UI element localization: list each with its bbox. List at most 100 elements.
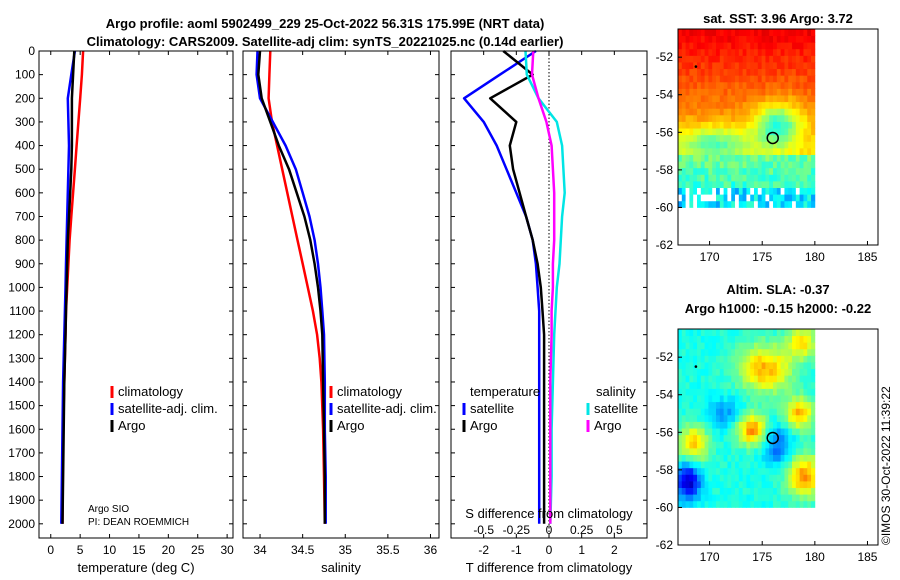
map-cell [735, 62, 740, 70]
map-cell [700, 434, 706, 442]
map-cell [738, 55, 744, 63]
map-cell [769, 108, 774, 116]
map-cell [769, 48, 774, 56]
map-cell [719, 167, 725, 175]
map-cell [784, 134, 789, 142]
map-cell [807, 348, 812, 356]
legend-title-salinity: salinity [596, 384, 636, 399]
map-cell [784, 348, 789, 356]
map-cell [742, 68, 747, 76]
map-cell [803, 329, 808, 337]
map-cell [792, 81, 797, 89]
map-cell [811, 368, 816, 376]
depth-tick-label: 500 [15, 162, 35, 176]
map-cell [784, 187, 789, 195]
map-cell [678, 414, 683, 422]
map-cell [788, 355, 793, 363]
map-cell [685, 401, 690, 409]
map-cell [750, 48, 755, 56]
map-cell [723, 75, 728, 83]
map-cell [803, 421, 808, 429]
map-cell [712, 494, 717, 502]
map-cell [776, 355, 782, 363]
map-cell [716, 42, 721, 50]
map-cell [792, 35, 797, 43]
map-cell [723, 154, 728, 162]
map-cell [746, 181, 751, 189]
map-cell [769, 481, 774, 489]
map-cell [795, 161, 801, 169]
map-cell [689, 29, 694, 37]
map-cell [807, 101, 812, 109]
map-cell [776, 454, 782, 462]
map-cell [712, 421, 717, 429]
map-cell [681, 395, 686, 403]
map-cell [708, 75, 713, 83]
map-cell [746, 62, 751, 70]
map-cell [807, 108, 812, 116]
map-cell [716, 174, 721, 182]
map-cell [712, 454, 717, 462]
map-cell [697, 348, 702, 356]
x-tick-label: -1 [511, 543, 522, 557]
map-cell [807, 174, 812, 182]
sst-small-marker [694, 65, 698, 68]
map-cell [807, 454, 812, 462]
map-cell [750, 147, 755, 155]
map-cell [773, 181, 778, 189]
map-cell [697, 174, 702, 182]
map-cell [704, 381, 709, 389]
map-cell [773, 167, 778, 175]
map-cell [700, 421, 706, 429]
map-cell [704, 335, 709, 343]
map-cell [807, 114, 812, 122]
map-cell [761, 434, 766, 442]
longitude-tick-label: 170 [700, 550, 720, 564]
map-cell [689, 114, 694, 122]
map-cell [689, 461, 694, 469]
map-cell [719, 88, 725, 96]
map-cell [799, 441, 804, 449]
map-cell [757, 494, 763, 502]
map-cell [757, 408, 763, 416]
difference-xlabel: T difference from climatology [466, 560, 633, 575]
map-cell [765, 121, 770, 129]
map-cell [811, 134, 816, 142]
map-cell [685, 181, 690, 189]
map-cell [723, 35, 728, 43]
map-cell [697, 487, 702, 495]
map-cell [780, 342, 785, 350]
map-cell [697, 161, 702, 169]
map-cell [757, 368, 763, 376]
map-cell [712, 375, 717, 383]
map-cell [719, 461, 725, 469]
map-cell [765, 329, 770, 337]
map-cell [731, 95, 736, 103]
map-cell [784, 141, 789, 149]
map-cell [697, 414, 702, 422]
legend-label-t-argo: Argo [470, 418, 497, 433]
map-cell [773, 121, 778, 129]
map-cell [727, 362, 732, 370]
map-cell [776, 408, 782, 416]
map-cell [700, 68, 706, 76]
map-cell [697, 121, 702, 129]
map-cell [689, 487, 694, 495]
map-cell [746, 434, 751, 442]
map-cell [712, 174, 717, 182]
map-cell [738, 134, 744, 142]
map-cell [761, 428, 766, 436]
map-cell [754, 428, 759, 436]
map-cell [727, 62, 732, 70]
map-cell [708, 81, 713, 89]
map-cell [769, 401, 774, 409]
map-cell [685, 362, 690, 370]
map-cell [697, 408, 702, 416]
map-cell [742, 88, 747, 96]
map-cell [773, 434, 778, 442]
map-cell [689, 500, 694, 508]
map-cell [784, 147, 789, 155]
map-cell [719, 474, 725, 482]
map-cell [746, 375, 751, 383]
map-cell [746, 401, 751, 409]
